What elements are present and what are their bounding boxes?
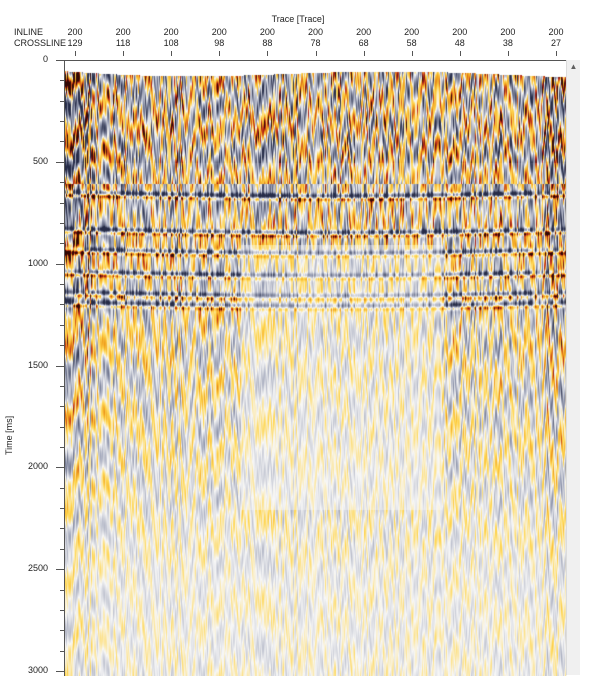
- inline-tick-label: 200: [500, 27, 516, 37]
- vertical-scrollbar[interactable]: ▲: [566, 60, 580, 675]
- header-tick-mark: [459, 51, 461, 56]
- inline-tick-label: 200: [356, 27, 372, 37]
- y-tick-label: 0: [42, 54, 48, 64]
- y-minor-tick: [60, 385, 64, 387]
- header-tick-mark: [363, 51, 365, 56]
- y-minor-tick: [60, 630, 64, 632]
- y-tick-label: 1000: [27, 257, 48, 268]
- y-minor-tick: [60, 182, 64, 184]
- inline-tick-label: 200: [163, 27, 179, 37]
- y-tick-label: 1500: [27, 359, 48, 370]
- y-minor-tick: [60, 508, 64, 510]
- header-tick-mark: [315, 51, 317, 56]
- seismic-image[interactable]: [65, 61, 567, 676]
- crossline-tick-label: 68: [358, 38, 369, 48]
- header-tick-mark: [411, 51, 413, 56]
- y-minor-tick: [60, 324, 64, 326]
- crossline-tick-label: 48: [454, 38, 465, 48]
- y-minor-tick: [60, 589, 64, 591]
- y-minor-tick: [60, 304, 64, 306]
- y-minor-tick: [60, 609, 64, 611]
- crossline-tick-label: 108: [163, 38, 179, 48]
- y-minor-tick: [56, 161, 64, 163]
- crossline-tick-label: 27: [550, 38, 561, 48]
- y-minor-tick: [60, 345, 64, 347]
- crossline-tick-label: 38: [502, 38, 513, 48]
- y-minor-tick: [60, 141, 64, 143]
- y-minor-tick: [60, 548, 64, 550]
- crossline-tick-label: 58: [406, 38, 417, 48]
- y-minor-tick: [60, 426, 64, 428]
- y-axis: 0 500 1000 1500 2000 2500 3000: [28, 54, 64, 675]
- y-minor-tick: [56, 671, 64, 672]
- header-tick-mark: [556, 51, 557, 56]
- y-minor-tick: [56, 467, 64, 469]
- y-minor-tick: [60, 487, 64, 489]
- y-minor-tick: [60, 243, 64, 245]
- inline-tick-label: 200: [404, 27, 420, 37]
- inline-tick-label: 200: [115, 27, 131, 37]
- crossline-tick-label: 118: [115, 38, 131, 48]
- inline-tick-label: 200: [211, 27, 227, 37]
- y-minor-tick: [60, 650, 64, 652]
- inline-tick-label: 200: [452, 27, 468, 37]
- y-minor-tick: [60, 80, 64, 82]
- header-tick-mark: [267, 51, 269, 56]
- header-tick-mark: [171, 51, 173, 56]
- y-tick-label: 2000: [27, 461, 48, 472]
- x-axis-title: Trace [Trace]: [271, 14, 325, 24]
- y-minor-tick: [60, 446, 64, 448]
- crossline-tick-label: 129: [67, 38, 83, 48]
- header-tick-mark: [507, 51, 509, 56]
- inline-row-label: INLINE: [14, 27, 44, 37]
- inline-tick-label: 200: [307, 27, 324, 37]
- y-minor-tick: [60, 222, 64, 224]
- inline-tick-label: 200: [548, 27, 564, 37]
- scroll-up-arrow-icon[interactable]: ▲: [569, 62, 578, 71]
- y-minor-tick: [56, 263, 64, 265]
- inline-tick-label: 200: [259, 27, 275, 37]
- y-minor-tick: [60, 100, 64, 102]
- y-minor-tick: [60, 528, 64, 530]
- inline-tick-label: 200: [67, 27, 83, 37]
- y-minor-tick: [60, 284, 64, 286]
- y-tick-label: 3000: [27, 665, 48, 675]
- y-tick-label: 2500: [27, 563, 48, 574]
- header-tick-mark: [219, 51, 221, 56]
- crossline-tick-label: 98: [214, 38, 225, 48]
- seismic-section[interactable]: [64, 60, 567, 676]
- crossline-tick-label: 78: [310, 38, 321, 48]
- crossline-tick-label: 88: [262, 38, 273, 48]
- y-minor-tick: [56, 60, 64, 61]
- y-minor-tick: [56, 569, 64, 571]
- header-tick-mark: [123, 51, 125, 56]
- y-minor-tick: [60, 406, 64, 408]
- header-tick-mark: [75, 51, 76, 56]
- crossline-row-label: CROSSLINE: [14, 38, 67, 48]
- y-axis-label: Time [ms]: [4, 415, 14, 455]
- y-minor-tick: [56, 365, 64, 367]
- y-tick-label: 500: [32, 155, 48, 166]
- y-minor-tick: [60, 202, 64, 204]
- y-minor-tick: [60, 121, 64, 123]
